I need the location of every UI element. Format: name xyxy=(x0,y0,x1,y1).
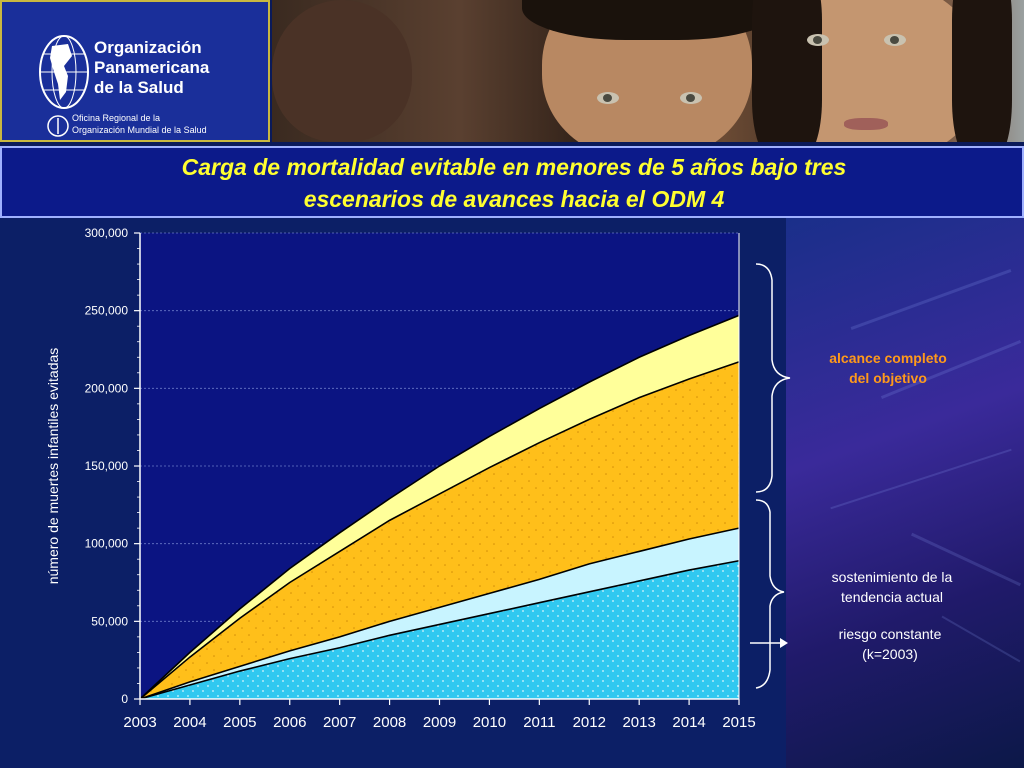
x-tick-label-2015: 2015 xyxy=(722,714,755,731)
title-line-2: escenarios de avances hacia el ODM 4 xyxy=(303,186,725,212)
children-photo xyxy=(272,0,1024,142)
annotation-trend: sostenimiento de la tendencia actual xyxy=(802,567,982,607)
x-tick-label-2006: 2006 xyxy=(273,714,306,731)
arrow-head-icon xyxy=(780,638,788,648)
bracket-full-goal xyxy=(755,263,791,493)
y-tick-label-300000: 300,000 xyxy=(85,226,129,240)
title-line-1: Carga de mortalidad evitable en menores … xyxy=(181,154,847,180)
y-tick-label-150000: 150,000 xyxy=(85,459,129,473)
x-tick-label-2011: 2011 xyxy=(523,714,555,731)
decorative-background xyxy=(786,218,1024,768)
logo-small-line-2: Organización Mundial de la Salud xyxy=(72,125,207,135)
annotation-constant-risk: riesgo constante (k=2003) xyxy=(800,624,980,664)
x-tick-label-2013: 2013 xyxy=(622,714,655,731)
annotation-trend-line-2: tendencia actual xyxy=(841,589,943,605)
series-line-3 xyxy=(139,361,740,700)
logo-line-2: Panamericana xyxy=(94,58,210,77)
series-line-2 xyxy=(139,527,740,700)
who-emblem-icon xyxy=(47,115,69,137)
stacked-area-chart: 0 50,000 100,000 150,000 200,000 250,000 300,0… xyxy=(45,226,756,731)
x-tick-label-2008: 2008 xyxy=(373,714,406,731)
logo-line-1: Organización xyxy=(94,38,202,57)
series-line-4 xyxy=(139,314,740,700)
annotation-full-goal: alcance completo del objetivo xyxy=(798,348,978,388)
annotation-full-goal-line-2: del objetivo xyxy=(849,370,927,386)
annotation-constant-line-2: (k=2003) xyxy=(862,646,918,662)
annotation-trend-line-1: sostenimiento de la xyxy=(831,569,953,585)
y-axis-label: número de muertes infantiles evitadas xyxy=(45,348,61,585)
axes: 0 50,000 100,000 150,000 200,000 250,000 300,0… xyxy=(85,226,756,731)
globe-icon xyxy=(39,35,89,109)
x-tick-label-2012: 2012 xyxy=(573,714,606,731)
area-series xyxy=(139,314,740,700)
logo-small-line-1: Oficina Regional de la xyxy=(72,113,161,123)
brackets xyxy=(750,263,791,689)
area-series-4 xyxy=(140,315,739,699)
x-tick-label-2010: 2010 xyxy=(473,714,506,731)
x-tick-label-2005: 2005 xyxy=(223,714,256,731)
logo-line-3: de la Salud xyxy=(94,78,184,97)
y-tick-label-100000: 100,000 xyxy=(85,537,129,551)
annotation-constant-line-1: riesgo constante xyxy=(838,626,942,642)
area-series-2 xyxy=(140,528,739,699)
y-tick-label-250000: 250,000 xyxy=(85,304,129,318)
annotation-full-goal-line-1: alcance completo xyxy=(829,350,947,366)
x-tick-label-2007: 2007 xyxy=(323,714,356,731)
y-tick-label-0: 0 xyxy=(121,692,128,706)
series-line-1 xyxy=(139,559,740,700)
bracket-trend xyxy=(755,499,785,689)
x-tick-label-2004: 2004 xyxy=(173,714,206,731)
x-tick-label-2014: 2014 xyxy=(672,714,705,731)
x-tick-label-2009: 2009 xyxy=(423,714,456,731)
y-tick-label-50000: 50,000 xyxy=(91,614,128,628)
area-series-3-texture xyxy=(140,361,739,699)
x-tick-label-2003: 2003 xyxy=(123,714,156,731)
y-tick-label-200000: 200,000 xyxy=(85,381,129,395)
paho-logo: Organización Panamericana de la Salud Of… xyxy=(0,0,270,142)
area-series-1-texture xyxy=(140,560,739,699)
slide-title: Carga de mortalidad evitable en menores … xyxy=(0,146,1024,218)
